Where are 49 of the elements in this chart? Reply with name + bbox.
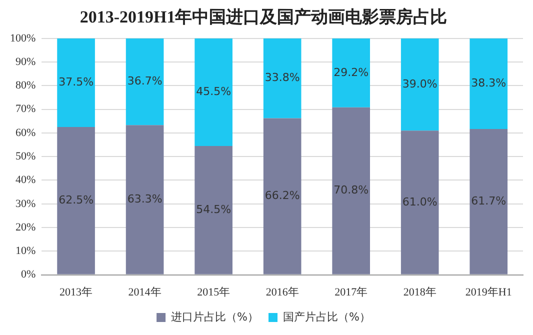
- bar: [470, 128, 508, 274]
- text: 39.0%: [402, 77, 438, 90]
- text: 45.5%: [196, 85, 232, 98]
- bar: [400, 38, 439, 131]
- bar: [194, 146, 232, 274]
- text: 66.2%: [264, 189, 300, 202]
- bar: [126, 38, 164, 126]
- legend-label: 国产片占比（%）: [283, 310, 370, 324]
- y-tick-label: 40%: [15, 174, 36, 186]
- bar: [470, 38, 508, 129]
- bar: [57, 38, 95, 128]
- x-tick-label: 2019年H1: [465, 286, 512, 298]
- legend-label: 进口片占比（%）: [171, 310, 258, 324]
- y-tick-label: 70%: [15, 103, 36, 116]
- text: 33.8%: [264, 71, 300, 84]
- x-tick-label: 2015年: [197, 286, 230, 298]
- bar: [126, 125, 164, 274]
- bar: [263, 118, 302, 274]
- text: 54.5%: [196, 202, 232, 216]
- y-tick-label: 100%: [10, 32, 36, 44]
- chart-title: 2013-2019H1年中国进口及国产动画电影票房占比: [80, 8, 448, 27]
- y-tick-label: 80%: [15, 80, 36, 92]
- text: 70.8%: [334, 184, 369, 197]
- y-tick-label: 30%: [15, 198, 36, 210]
- bar: [332, 38, 370, 108]
- bar: [263, 38, 302, 118]
- bar: [194, 38, 232, 146]
- text: 29.2%: [334, 66, 369, 79]
- y-tick-label: 50%: [15, 150, 36, 162]
- text: 62.5%: [58, 194, 94, 207]
- x-tick-label: 2017年: [334, 286, 368, 298]
- y-tick-label: 20%: [15, 221, 36, 234]
- y-tick-label: 60%: [15, 126, 36, 139]
- x-tick-label: 2018年: [403, 286, 436, 298]
- x-tick-label: 2014年: [128, 286, 162, 298]
- y-tick-label: 90%: [15, 56, 36, 68]
- bar: [57, 127, 95, 274]
- text: 37.5%: [58, 76, 94, 89]
- text: 61.7%: [471, 194, 506, 208]
- y-tick-label: 0%: [20, 268, 36, 281]
- text: 36.7%: [127, 74, 162, 88]
- bar: [400, 130, 439, 274]
- text: 63.3%: [127, 192, 162, 206]
- x-tick-label: 2013年: [60, 286, 93, 298]
- y-tick-label: 10%: [15, 245, 36, 258]
- x-tick-label: 2016年: [266, 286, 299, 298]
- text: 38.3%: [471, 76, 506, 90]
- text: 61.0%: [402, 195, 438, 208]
- bar: [332, 107, 370, 274]
